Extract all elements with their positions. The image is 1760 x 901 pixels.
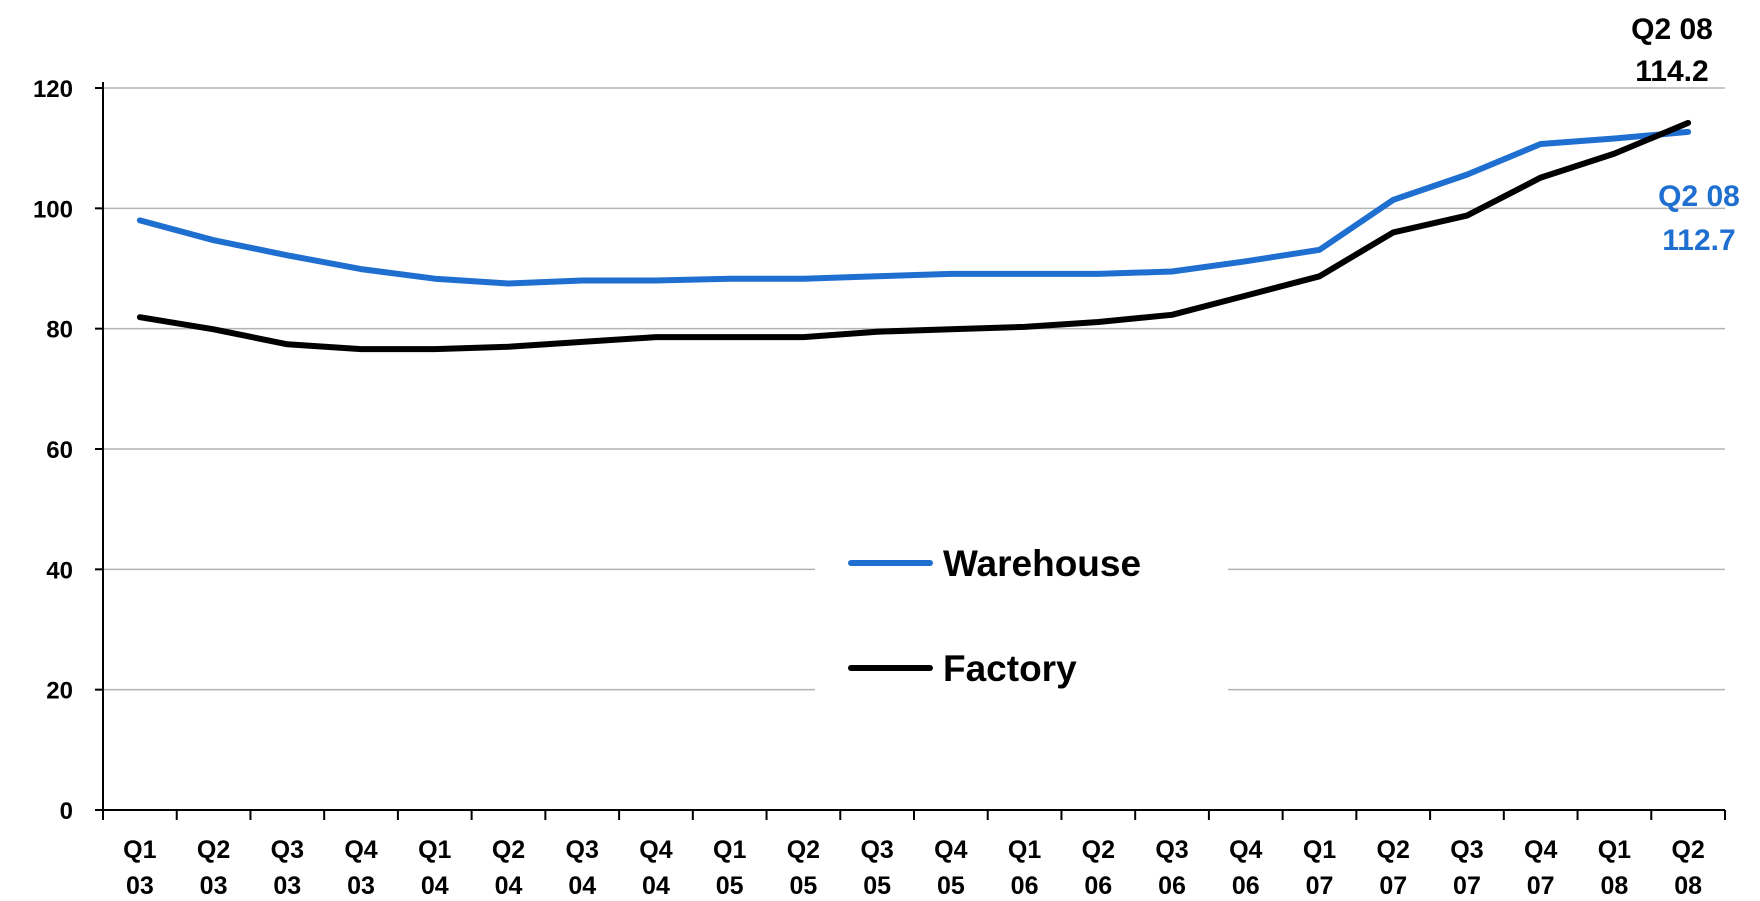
- x-tick-label: 07: [1453, 872, 1481, 900]
- x-tick-label: 05: [937, 872, 965, 900]
- x-tick-label: 07: [1527, 872, 1555, 900]
- series-line-warehouse: [136, 128, 1692, 287]
- legend-label-factory: Factory: [943, 648, 1077, 689]
- x-tick-label: 07: [1379, 872, 1407, 900]
- x-tick-label: 07: [1306, 872, 1334, 900]
- x-tick-label: 04: [568, 872, 596, 900]
- x-tick-label: 08: [1674, 872, 1702, 900]
- y-tick-label: 120: [33, 76, 73, 103]
- x-tick-label: Q1: [418, 836, 451, 864]
- annotations: Q2 08 114.2 Q2 08 112.7: [1631, 13, 1740, 257]
- x-tick-label: 04: [642, 872, 670, 900]
- x-tick-label: Q3: [566, 836, 599, 864]
- x-tick-label: Q4: [344, 836, 377, 864]
- x-tick-label: 05: [716, 872, 744, 900]
- x-tick-label: Q1: [1598, 836, 1631, 864]
- x-tick-label: Q4: [639, 836, 672, 864]
- y-tick-label: 40: [46, 557, 73, 584]
- x-tick-label: Q2: [1082, 836, 1115, 864]
- x-tick-label: Q4: [1229, 836, 1262, 864]
- series-lines: [136, 119, 1692, 353]
- x-tick-label: Q2: [1671, 836, 1704, 864]
- x-tick-label: 06: [1084, 872, 1112, 900]
- x-tick-label: Q1: [1008, 836, 1041, 864]
- axes: 0 20 40 60 80 100 120 Q1 03 Q2 03 Q3 03 Q4 03 Q1 04 Q2 04 Q…: [33, 76, 1726, 900]
- annotation-value: 114.2: [1635, 55, 1708, 88]
- x-tick-label: 06: [1011, 872, 1039, 900]
- x-tick-label: 04: [421, 872, 449, 900]
- x-tick-label: Q3: [271, 836, 304, 864]
- x-tick-label: Q3: [1450, 836, 1483, 864]
- x-tick-label: Q2: [197, 836, 230, 864]
- x-tick-label: 03: [126, 872, 154, 900]
- x-tick-label: Q2: [787, 836, 820, 864]
- x-tick-label: Q3: [1155, 836, 1188, 864]
- y-tick-label: 20: [46, 678, 73, 705]
- x-tick-label: Q1: [713, 836, 746, 864]
- annotation-label: Q2 08: [1658, 180, 1740, 213]
- x-tick-label: 05: [790, 872, 818, 900]
- y-tick-label: 100: [33, 196, 73, 223]
- y-tick-label: 60: [46, 437, 73, 464]
- x-tick-label: 03: [200, 872, 228, 900]
- x-tick-label: Q4: [934, 836, 967, 864]
- x-tick-label: 03: [347, 872, 375, 900]
- x-tick-label: 06: [1158, 872, 1186, 900]
- x-tick-label: 03: [273, 872, 301, 900]
- x-tick-label: Q4: [1524, 836, 1557, 864]
- x-tick-label: Q1: [1303, 836, 1336, 864]
- y-tick-label: 0: [60, 798, 73, 825]
- x-tick-label: Q3: [860, 836, 893, 864]
- legend-label-warehouse: Warehouse: [943, 543, 1141, 584]
- y-tick-label: 80: [46, 317, 73, 344]
- x-tick-label: 08: [1601, 872, 1629, 900]
- annotation-value: 112.7: [1662, 224, 1735, 257]
- legend: Warehouse Factory: [848, 543, 1141, 689]
- x-tick-label: 05: [863, 872, 891, 900]
- x-tick-label: 06: [1232, 872, 1260, 900]
- x-tick-label: Q2: [1377, 836, 1410, 864]
- x-tick-label: Q1: [123, 836, 156, 864]
- x-tick-label: Q2: [492, 836, 525, 864]
- x-tick-label: 04: [495, 872, 523, 900]
- annotation-label: Q2 08: [1631, 13, 1713, 46]
- gridlines: [103, 87, 1725, 691]
- series-line-factory: [136, 119, 1692, 353]
